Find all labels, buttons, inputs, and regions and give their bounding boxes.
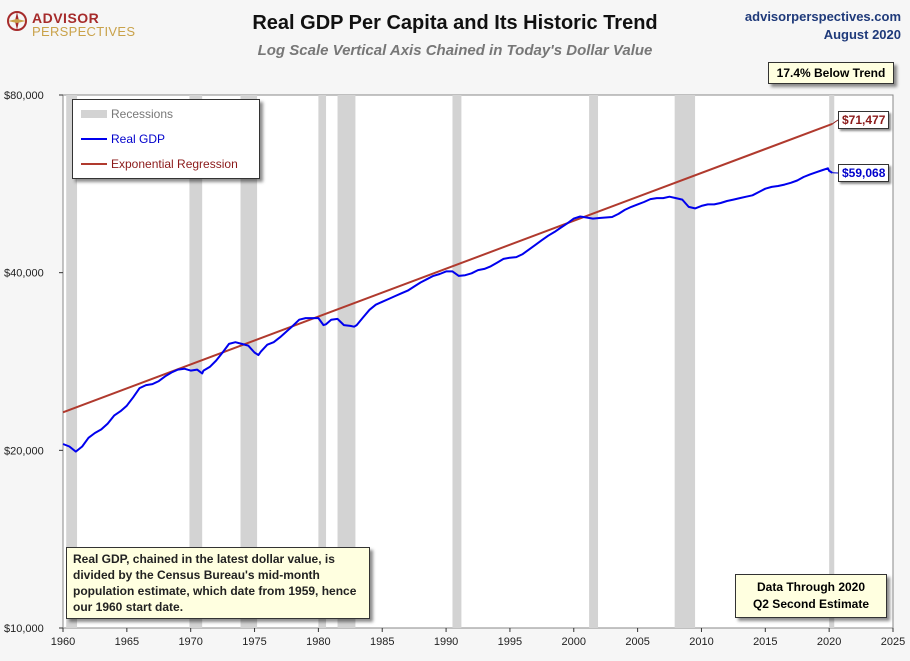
data-through-callout: Data Through 2020 Q2 Second Estimate: [735, 574, 887, 618]
logo-text-perspectives: PERSPECTIVES: [32, 24, 136, 39]
legend-label-recessions: Recessions: [111, 107, 174, 121]
x-tick-label: 1990: [434, 636, 458, 648]
x-tick-label: 2000: [562, 636, 586, 648]
x-tick-label: 2005: [625, 636, 649, 648]
compass-icon: [7, 11, 27, 31]
recession-band: [240, 95, 258, 628]
y-tick-label: $20,000: [4, 445, 44, 457]
data-through-line1: Data Through 2020: [756, 580, 866, 594]
x-tick-label: 1985: [370, 636, 394, 648]
legend-label-exponential-regression: Exponential Regression: [111, 157, 238, 171]
recession-band: [829, 95, 835, 628]
x-tick-label: 2020: [817, 636, 841, 648]
x-tick-label: 2015: [753, 636, 777, 648]
y-tick-label: $10,000: [4, 623, 44, 635]
recession-band: [452, 95, 462, 628]
trend-gap-callout: 17.4% Below Trend: [768, 62, 894, 84]
trend-end-leader: [832, 119, 839, 125]
x-tick-label: 1995: [498, 636, 522, 648]
source-date: August 2020: [823, 27, 901, 42]
recession-band: [66, 95, 78, 628]
series-line-exponential-regression: [62, 122, 833, 414]
source-block: advisorperspectives.com August 2020: [745, 8, 901, 44]
trend-end-label: $71,477: [838, 111, 890, 129]
x-tick-label: 1980: [306, 636, 330, 648]
recession-band: [318, 95, 327, 628]
source-site: advisorperspectives.com: [744, 9, 901, 24]
methodology-note: Real GDP, chained in the latest dollar v…: [66, 547, 370, 619]
logo-text-advisor: ADVISOR: [32, 10, 100, 26]
chart-subtitle: Log Scale Vertical Axis Chained in Today…: [257, 42, 653, 59]
series-line-real-gdp: [62, 167, 833, 453]
recession-band: [337, 95, 356, 628]
chart-legend: Recessions Real GDP Exponential Regressi…: [72, 99, 260, 179]
legend-swatch-exponential-regression: [81, 163, 107, 165]
legend-swatch-recessions: [81, 110, 107, 118]
legend-label-real-gdp: Real GDP: [111, 132, 166, 146]
advisor-perspectives-logo: ADVISOR PERSPECTIVES: [6, 8, 136, 39]
x-tick-label: 2025: [881, 636, 905, 648]
recession-band: [674, 95, 696, 628]
x-tick-label: 1970: [178, 636, 202, 648]
recession-band: [589, 95, 599, 628]
legend-swatch-real-gdp: [81, 138, 107, 140]
y-tick-label: $80,000: [4, 90, 44, 102]
x-tick-label: 1960: [51, 636, 75, 648]
y-tick-label: $40,000: [4, 268, 44, 280]
chart-title: Real GDP Per Capita and Its Historic Tre…: [252, 12, 658, 34]
gdp-end-label: $59,068: [838, 164, 890, 182]
x-tick-label: 1965: [115, 636, 139, 648]
data-through-line2: Q2 Second Estimate: [752, 597, 870, 611]
x-tick-label: 2010: [689, 636, 713, 648]
x-tick-label: 1975: [242, 636, 266, 648]
